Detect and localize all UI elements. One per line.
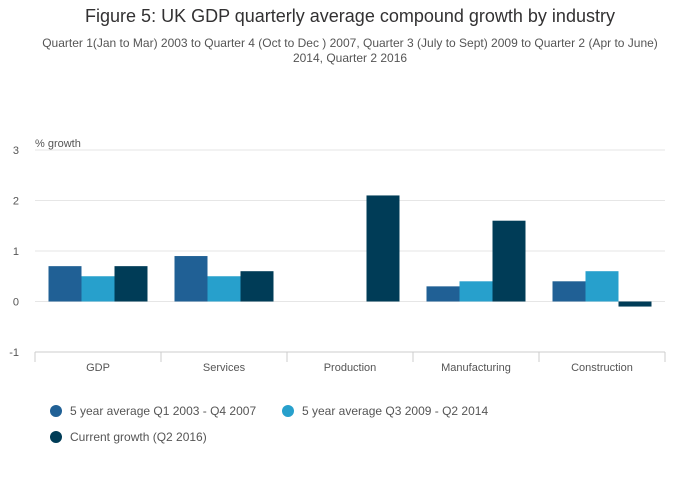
legend-item-series-3[interactable]: Current growth (Q2 2016) bbox=[50, 430, 207, 444]
y-axis-label: % growth bbox=[35, 138, 81, 150]
y-tick-label: 1 bbox=[13, 246, 19, 258]
bar-gdp-series-3 bbox=[114, 266, 148, 302]
legend-marker bbox=[50, 431, 62, 443]
bar-construction-series-3 bbox=[618, 301, 652, 307]
legend-label: 5 year average Q3 2009 - Q2 2014 bbox=[302, 404, 489, 418]
bar-construction-series-2 bbox=[585, 271, 619, 302]
legend-marker bbox=[50, 405, 62, 417]
bar-services-series-3 bbox=[240, 271, 274, 302]
x-tick-label: Services bbox=[203, 362, 246, 374]
x-tick-label: Manufacturing bbox=[441, 362, 511, 374]
bar-manufacturing-series-1 bbox=[426, 286, 460, 302]
y-tick-label: 2 bbox=[13, 196, 19, 208]
y-tick-label: -1 bbox=[9, 347, 19, 359]
bar-gdp-series-1 bbox=[48, 266, 82, 302]
legend-marker bbox=[282, 405, 294, 417]
chart-title: Figure 5: UK GDP quarterly average compo… bbox=[85, 6, 615, 26]
bar-chart: -1 0 1 2 3 % growth GDP Services Production Man… bbox=[9, 138, 666, 374]
legend-label: Current growth (Q2 2016) bbox=[70, 430, 207, 444]
x-axis: GDP Services Production Manufacturing Constr… bbox=[34, 351, 666, 374]
x-tick-label: Production bbox=[324, 362, 377, 374]
bar-manufacturing-series-3 bbox=[492, 220, 526, 302]
bar-construction-series-1 bbox=[552, 281, 586, 302]
bar-production-series-3 bbox=[366, 195, 400, 302]
y-tick-label: 0 bbox=[13, 297, 19, 309]
chart-subtitle: Quarter 1(Jan to Mar) 2003 to Quarter 4 … bbox=[42, 36, 658, 65]
x-tick-label: Construction bbox=[571, 362, 633, 374]
y-tick-label: 3 bbox=[13, 145, 19, 157]
bar-gdp-series-2 bbox=[81, 276, 115, 302]
bar-services-series-1 bbox=[174, 256, 208, 302]
bar-manufacturing-series-2 bbox=[459, 281, 493, 302]
legend-item-series-2[interactable]: 5 year average Q3 2009 - Q2 2014 bbox=[282, 404, 488, 418]
y-axis-ticks: -1 0 1 2 3 bbox=[9, 145, 19, 359]
bar-services-series-2 bbox=[207, 276, 241, 302]
x-tick-label: GDP bbox=[86, 362, 110, 374]
bars bbox=[48, 195, 652, 307]
legend-label: 5 year average Q1 2003 - Q4 2007 bbox=[70, 404, 257, 418]
legend-item-series-1[interactable]: 5 year average Q1 2003 - Q4 2007 bbox=[50, 404, 256, 418]
